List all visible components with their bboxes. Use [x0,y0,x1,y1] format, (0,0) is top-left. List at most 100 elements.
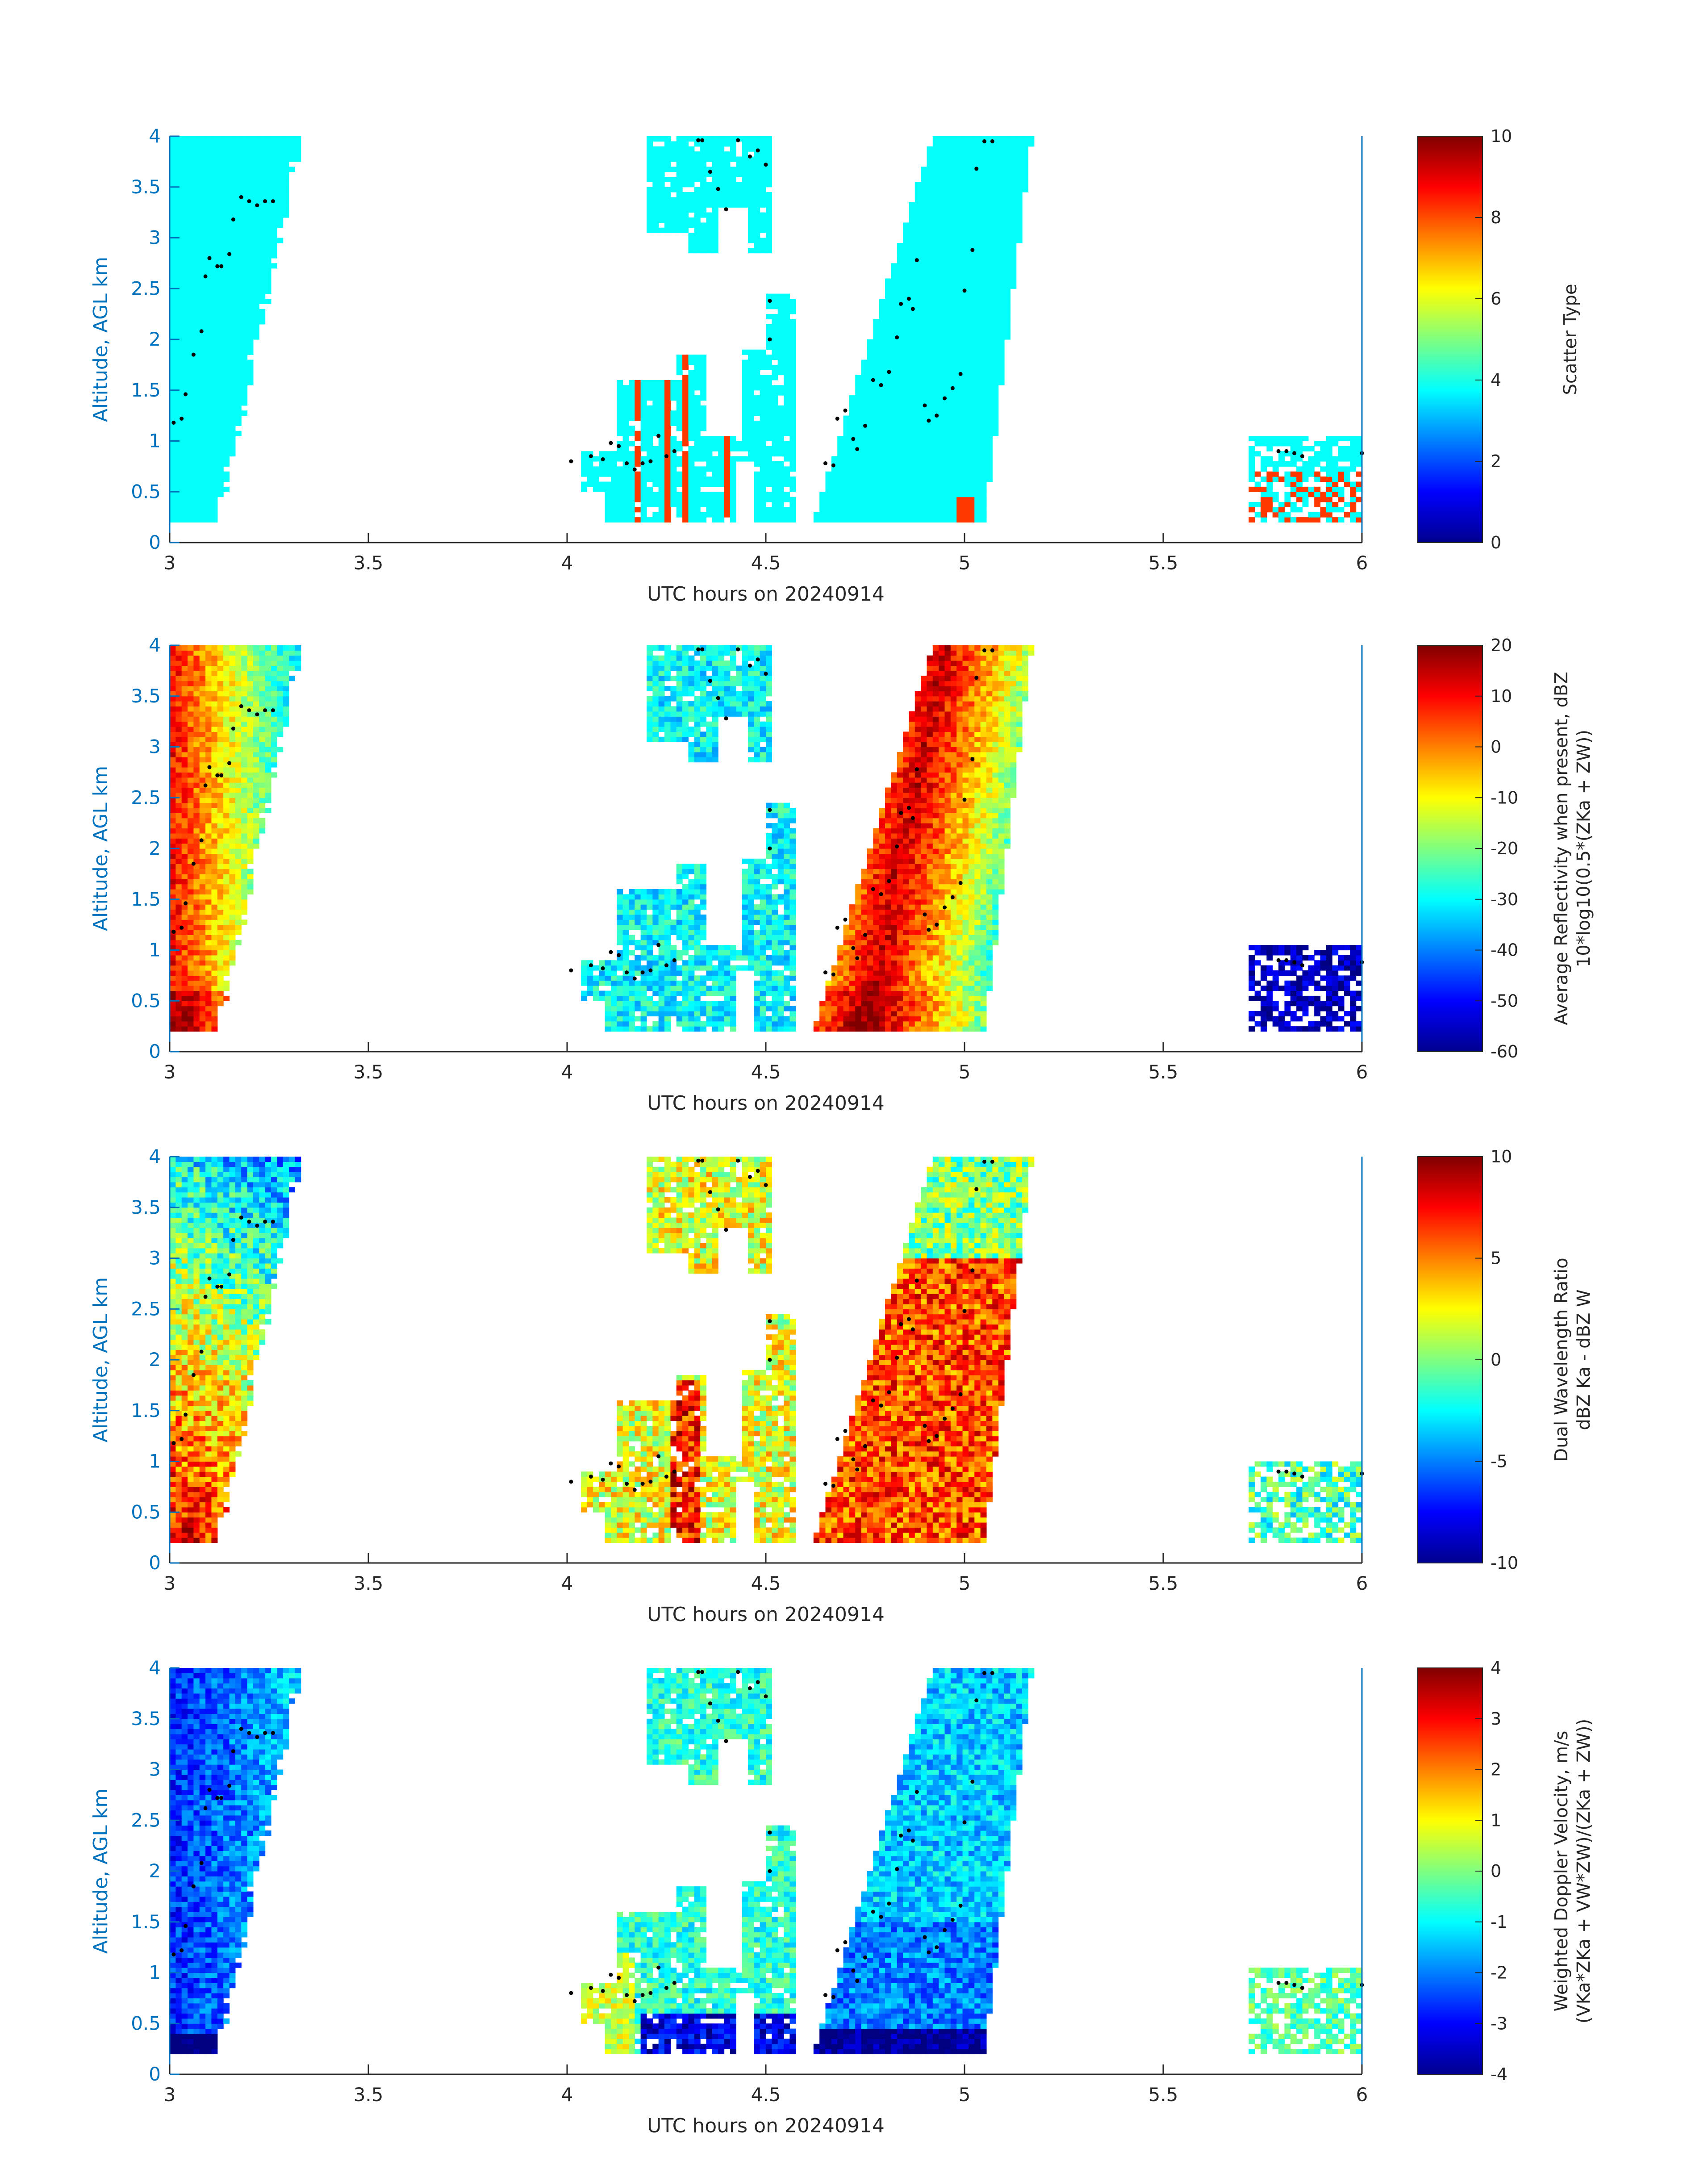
heatmap-cell [175,884,182,890]
heatmap-cell [670,177,677,182]
heatmap-cell [939,441,945,447]
heatmap-cell [682,182,689,188]
heatmap-cell [724,151,731,157]
heatmap-cell [223,476,230,482]
heatmap-cell [724,136,731,142]
heatmap-cell [670,167,677,172]
heatmap-cell [974,299,981,304]
heatmap-cell [921,258,927,263]
heatmap-cell [772,466,778,472]
heatmap-cell [241,395,248,401]
heatmap-cell [688,436,695,442]
heatmap-cell [188,696,194,702]
heatmap-cell [205,960,212,966]
heatmap-cell [980,390,987,396]
heatmap-cell [170,207,176,213]
heatmap-cell [1284,481,1291,487]
heatmap-cell [211,293,218,299]
heatmap-cell [915,227,921,233]
echo-dot [648,459,653,464]
heatmap-cell [175,1016,182,1022]
heatmap-cell [897,339,903,345]
heatmap-cell [849,395,856,401]
heatmap-cell [885,380,891,385]
heatmap-cell [980,293,987,299]
heatmap-cell [867,426,873,431]
heatmap-cell [891,370,898,376]
heatmap-cell [1326,456,1332,462]
heatmap-cell [766,146,772,152]
heatmap-cell [175,339,182,345]
heatmap-cell [610,486,617,492]
heatmap-cell [223,355,230,360]
echo-dot [851,437,856,441]
heatmap-cell [622,507,629,513]
heatmap-cell [700,497,707,502]
heatmap-cell [193,706,200,712]
heatmap-cell [968,441,975,447]
heatmap-cell [694,410,701,416]
heatmap-cell [980,167,987,172]
heatmap-cell [962,268,969,274]
heatmap-cell [915,517,921,523]
heatmap-cell [748,156,754,162]
heatmap-cell [962,156,969,162]
heatmap-cell [1016,227,1023,233]
heatmap-cell [235,385,242,391]
heatmap-cell [932,497,939,502]
heatmap-cell [932,456,939,462]
heatmap-cell [211,1001,218,1007]
heatmap-cell [944,441,951,447]
heatmap-cell [664,151,671,157]
heatmap-cell [205,798,212,803]
heatmap-cell [760,141,766,147]
heatmap-cell [640,421,647,426]
heatmap-cell [676,492,683,497]
heatmap-cell [927,238,933,243]
heatmap-cell [998,161,1005,167]
heatmap-cell [974,141,981,147]
heatmap-cell [879,380,885,385]
heatmap-cell [1296,446,1303,451]
heatmap-cell [599,466,606,472]
heatmap-cell [694,415,701,421]
heatmap-cell [235,329,242,335]
heatmap-cell [974,197,981,203]
heatmap-cell [777,512,784,518]
heatmap-cell [170,808,176,813]
heatmap-cell [921,456,927,462]
heatmap-cell [1326,436,1332,442]
heatmap-cell [658,167,665,172]
heatmap-cell [760,156,766,162]
heatmap-cell [211,182,218,188]
heatmap-cell [784,329,790,335]
heatmap-cell [932,334,939,340]
heatmap-cell [199,1011,206,1016]
heatmap-cell [188,339,194,345]
heatmap-cell [1296,466,1303,472]
heatmap-cell [170,1021,176,1027]
heatmap-cell [181,410,188,416]
heatmap-cell [980,355,987,360]
heatmap-cell [223,319,230,325]
heatmap-cell [897,466,903,472]
heatmap-cell [170,1001,176,1007]
heatmap-cell [223,171,230,177]
heatmap-cell [772,293,778,299]
heatmap-cell [921,167,927,172]
heatmap-cell [188,319,194,325]
heatmap-cell [772,339,778,345]
heatmap-cell [283,202,289,208]
heatmap-cell [903,492,909,497]
heatmap-cell [170,802,176,808]
heatmap-cell [879,390,885,396]
heatmap-cell [891,395,898,401]
heatmap-cell [867,481,873,487]
heatmap-cell [1296,436,1303,442]
heatmap-cell [199,258,206,263]
heatmap-cell [706,502,713,507]
heatmap-cell [1332,507,1339,513]
y-tick-label: 1 [149,430,161,452]
heatmap-cell [843,461,850,467]
heatmap-cell [217,238,224,243]
